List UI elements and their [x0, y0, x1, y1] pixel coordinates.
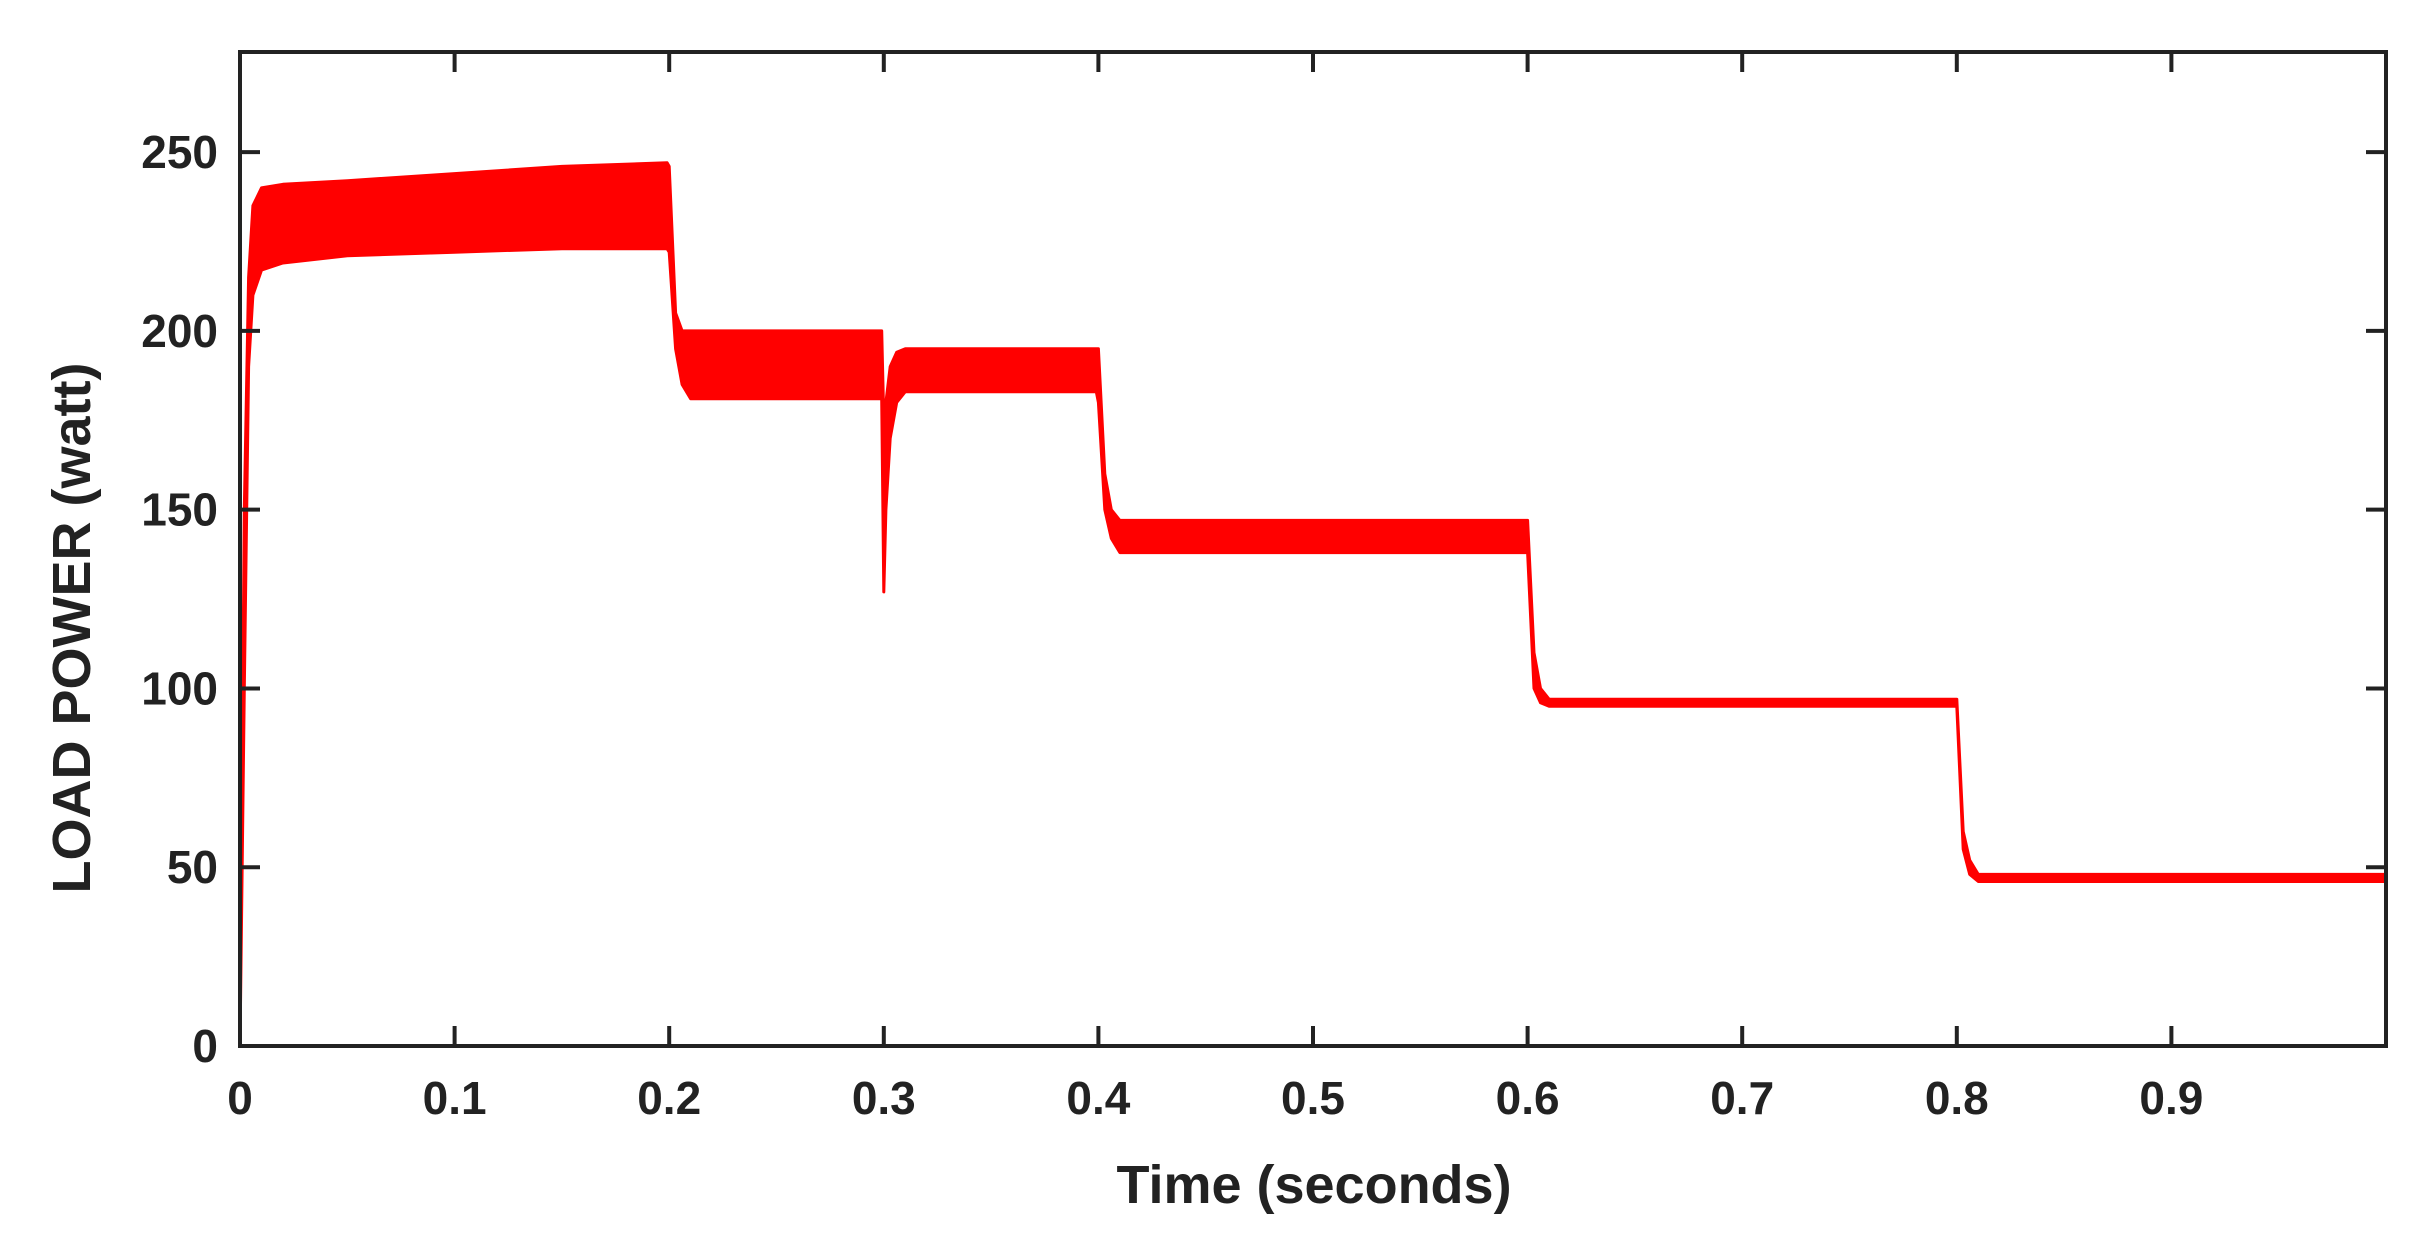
x-axis-label: Time (seconds) — [1116, 1155, 1511, 1215]
x-tick-label: 0.6 — [1496, 1072, 1560, 1124]
y-axis-label: LOAD POWER (watt) — [42, 363, 102, 894]
y-tick-label: 200 — [141, 305, 218, 357]
x-tick-label: 0.5 — [1281, 1072, 1345, 1124]
x-tick-label: 0.2 — [637, 1072, 701, 1124]
x-tick-label: 0 — [227, 1072, 253, 1124]
axes-layer: 0 0.1 0.2 0.3 0.4 0.5 0.6 0.7 0.8 0.9 0 50 100 150 200… — [141, 50, 2388, 1124]
x-tick-label: 0.4 — [1066, 1072, 1130, 1124]
x-tick-label: 0.8 — [1925, 1072, 1989, 1124]
y-tick-label: 150 — [141, 484, 218, 536]
x-tick-label: 0.7 — [1710, 1072, 1774, 1124]
y-tick-label: 250 — [141, 126, 218, 178]
x-tick-label: 0.1 — [423, 1072, 487, 1124]
x-tick-label: 0.3 — [852, 1072, 916, 1124]
x-tick-label: 0.9 — [2139, 1072, 2203, 1124]
y-tick-label: 0 — [192, 1020, 218, 1072]
y-tick-label: 50 — [167, 841, 218, 893]
y-tick-label: 100 — [141, 662, 218, 714]
